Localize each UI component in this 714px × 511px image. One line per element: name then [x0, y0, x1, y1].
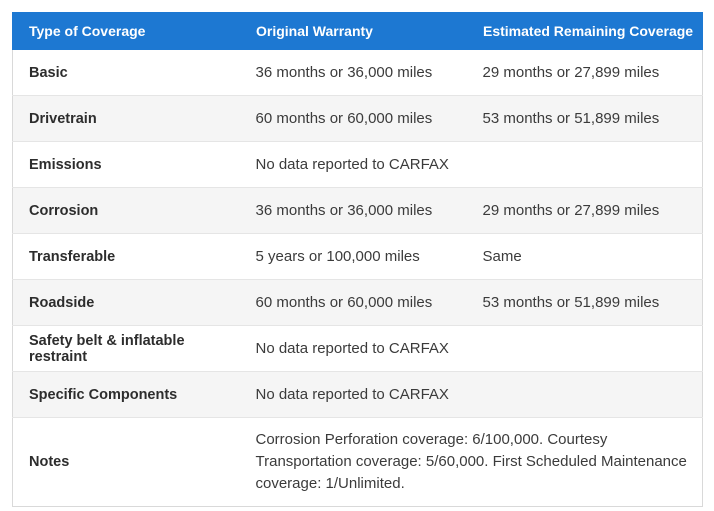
remaining-coverage-cell: 53 months or 51,899 miles	[470, 95, 703, 142]
coverage-type-cell: Drivetrain	[12, 95, 244, 142]
table-row: Notes Corrosion Perforation coverage: 6/1…	[12, 417, 703, 507]
remaining-coverage-cell	[470, 141, 703, 188]
original-warranty-cell: 60 months or 60,000 miles	[243, 279, 471, 326]
table-row: Emissions No data reported to CARFAX	[12, 141, 703, 188]
warranty-coverage-table: Type of Coverage Original Warranty Estim…	[12, 12, 703, 507]
table-row: Roadside 60 months or 60,000 miles 53 mont…	[12, 279, 703, 326]
original-warranty-cell: No data reported to CARFAX	[243, 325, 471, 372]
coverage-type-cell: Roadside	[12, 279, 244, 326]
notes-cell: Corrosion Perforation coverage: 6/100,00…	[243, 417, 703, 507]
coverage-table-body: Basic 36 months or 36,000 miles 29 months …	[12, 49, 703, 507]
remaining-coverage-cell: 29 months or 27,899 miles	[470, 187, 703, 234]
table-row: Basic 36 months or 36,000 miles 29 months …	[12, 49, 703, 96]
coverage-type-cell: Transferable	[12, 233, 244, 280]
remaining-coverage-cell: 53 months or 51,899 miles	[470, 279, 703, 326]
header-original-warranty: Original Warranty	[243, 12, 471, 50]
coverage-type-cell: Emissions	[12, 141, 244, 188]
table-row: Corrosion 36 months or 36,000 miles 29 mon…	[12, 187, 703, 234]
original-warranty-cell: No data reported to CARFAX	[243, 371, 471, 418]
remaining-coverage-cell: 29 months or 27,899 miles	[470, 49, 703, 96]
remaining-coverage-cell	[470, 325, 703, 372]
coverage-type-cell: Notes	[12, 417, 244, 507]
table-header-row: Type of Coverage Original Warranty Estim…	[12, 12, 703, 50]
coverage-type-cell: Basic	[12, 49, 244, 96]
coverage-type-cell: Specific Components	[12, 371, 244, 418]
table-row: Transferable 5 years or 100,000 miles Same	[12, 233, 703, 280]
coverage-type-cell: Corrosion	[12, 187, 244, 234]
header-type-of-coverage: Type of Coverage	[12, 12, 244, 50]
original-warranty-cell: 60 months or 60,000 miles	[243, 95, 471, 142]
coverage-type-cell: Safety belt & inflatable restraint	[12, 325, 244, 372]
table-row: Specific Components No data reported to C…	[12, 371, 703, 418]
remaining-coverage-cell: Same	[470, 233, 703, 280]
warranty-coverage-table-container: Type of Coverage Original Warranty Estim…	[12, 12, 703, 507]
original-warranty-cell: 36 months or 36,000 miles	[243, 187, 471, 234]
table-row: Drivetrain 60 months or 60,000 miles 53 mo…	[12, 95, 703, 142]
table-row: Safety belt & inflatable restraint No dat…	[12, 325, 703, 372]
original-warranty-cell: 36 months or 36,000 miles	[243, 49, 471, 96]
original-warranty-cell: 5 years or 100,000 miles	[243, 233, 471, 280]
original-warranty-cell: No data reported to CARFAX	[243, 141, 471, 188]
remaining-coverage-cell	[470, 371, 703, 418]
header-estimated-remaining-coverage: Estimated Remaining Coverage	[470, 12, 703, 50]
